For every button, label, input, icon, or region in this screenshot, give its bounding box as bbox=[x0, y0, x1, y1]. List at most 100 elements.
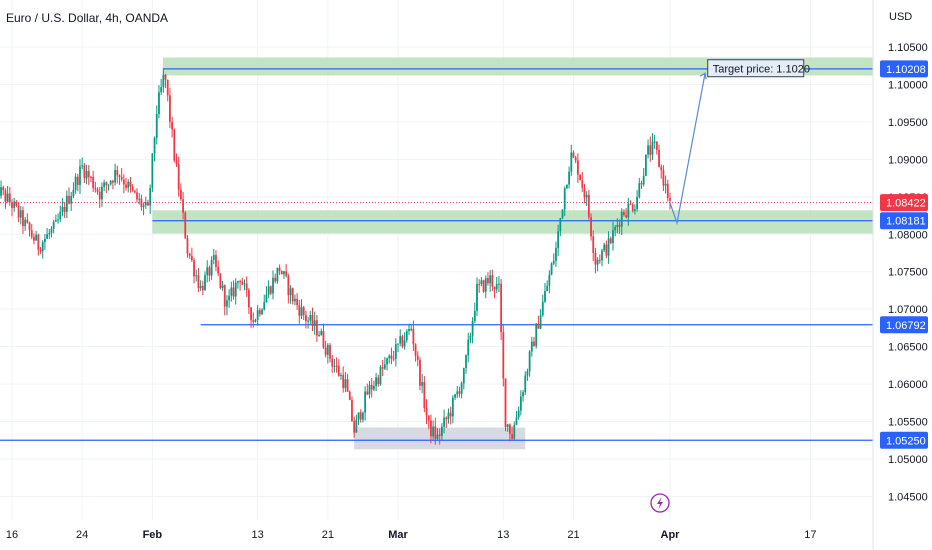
candle-body bbox=[662, 170, 665, 186]
candle-body bbox=[322, 331, 325, 348]
candle-body bbox=[425, 408, 428, 416]
candle-body bbox=[348, 391, 351, 401]
candle-body bbox=[537, 323, 540, 329]
candle-body bbox=[498, 283, 500, 285]
resistance-zone[interactable] bbox=[162, 57, 873, 76]
candle-body bbox=[335, 365, 338, 367]
candle-body bbox=[302, 307, 305, 316]
candle-body bbox=[2, 187, 5, 191]
candle-body bbox=[247, 290, 250, 308]
candle-body bbox=[215, 254, 217, 267]
candle-body bbox=[300, 307, 303, 316]
candle-body bbox=[136, 192, 138, 200]
candle-body bbox=[373, 386, 375, 390]
candle-body bbox=[48, 232, 51, 235]
candle-body bbox=[230, 287, 233, 296]
candle-body bbox=[504, 378, 507, 427]
candle-body bbox=[50, 228, 53, 233]
candle-body bbox=[473, 310, 476, 322]
candle-body bbox=[546, 285, 549, 292]
candle-body bbox=[493, 286, 496, 290]
y-tick-label: 1.10000 bbox=[888, 79, 928, 91]
candle-body bbox=[17, 205, 20, 218]
candle-body bbox=[629, 203, 632, 205]
candle-body bbox=[598, 259, 601, 261]
candle-body bbox=[184, 212, 187, 239]
candle-body bbox=[478, 284, 481, 286]
candle-body bbox=[44, 238, 46, 243]
candle-body bbox=[550, 263, 553, 275]
candle-body bbox=[26, 219, 29, 223]
candle-body bbox=[522, 392, 524, 397]
target-price-label[interactable]: Target price: 1.1020 bbox=[707, 59, 810, 78]
candle-body bbox=[65, 195, 68, 212]
y-tick-label: 1.08000 bbox=[888, 229, 928, 241]
candle-body bbox=[114, 169, 116, 183]
candle-body bbox=[359, 412, 362, 420]
candle-body bbox=[642, 175, 645, 185]
candle-body bbox=[607, 238, 610, 256]
candle-body bbox=[33, 236, 35, 241]
candle-body bbox=[528, 351, 531, 372]
candle-body bbox=[508, 424, 511, 435]
candle-body bbox=[456, 391, 459, 395]
candle-body bbox=[482, 280, 485, 292]
candle-body bbox=[561, 209, 564, 219]
candle-body bbox=[401, 336, 404, 347]
candle-body bbox=[394, 344, 397, 359]
candle-body bbox=[548, 274, 551, 286]
y-tick-label: 1.09000 bbox=[888, 154, 928, 166]
candle-body bbox=[87, 170, 90, 177]
candle-body bbox=[254, 319, 257, 322]
candle-body bbox=[190, 255, 193, 261]
candle-body bbox=[449, 412, 452, 417]
candle-body bbox=[228, 295, 231, 301]
candle-body bbox=[544, 291, 546, 302]
candle-body bbox=[59, 211, 62, 220]
candle-body bbox=[116, 169, 119, 176]
candle-body bbox=[76, 176, 79, 185]
candle-body bbox=[164, 74, 167, 80]
candle-body bbox=[658, 150, 660, 167]
candle-body bbox=[526, 371, 529, 376]
candle-body bbox=[454, 394, 456, 398]
candle-body bbox=[46, 234, 48, 239]
candle-body bbox=[592, 236, 595, 253]
candle-body bbox=[651, 141, 654, 155]
time-axis[interactable]: 16 24 Feb 13 21 Mar 13 21 Apr 17 bbox=[6, 529, 817, 541]
target-price-text: Target price: 1.1020 bbox=[713, 64, 810, 76]
candle-body bbox=[381, 367, 384, 369]
candle-body bbox=[15, 201, 18, 206]
projection-path[interactable] bbox=[669, 73, 706, 226]
candle-body bbox=[576, 160, 579, 175]
candle-body bbox=[283, 271, 285, 275]
candle-body bbox=[392, 358, 395, 360]
candles-layer bbox=[0, 69, 671, 445]
candle-body bbox=[419, 359, 421, 386]
candle-body bbox=[30, 230, 33, 237]
candle-body bbox=[151, 153, 154, 189]
candle-body bbox=[487, 278, 489, 284]
candle-body bbox=[57, 219, 59, 221]
candle-body bbox=[111, 180, 114, 183]
candle-body bbox=[147, 202, 149, 206]
candle-body bbox=[22, 210, 24, 227]
candle-body bbox=[666, 183, 669, 199]
candle-body bbox=[309, 315, 312, 321]
candle-body bbox=[458, 391, 461, 394]
candle-body bbox=[616, 224, 619, 228]
last-price-badge-text: 1.08422 bbox=[886, 198, 926, 210]
candle-body bbox=[105, 182, 108, 185]
candle-body bbox=[568, 171, 571, 185]
candle-body bbox=[153, 137, 156, 154]
candle-body bbox=[386, 358, 388, 365]
candle-body bbox=[294, 298, 296, 302]
candle-body bbox=[6, 193, 9, 202]
candle-body bbox=[353, 420, 356, 433]
candle-body bbox=[416, 355, 419, 360]
candle-body bbox=[162, 74, 165, 88]
y-tick-label: 1.07000 bbox=[888, 304, 928, 316]
lightning-icon[interactable] bbox=[650, 493, 670, 513]
support-zone-upper[interactable] bbox=[152, 210, 873, 234]
